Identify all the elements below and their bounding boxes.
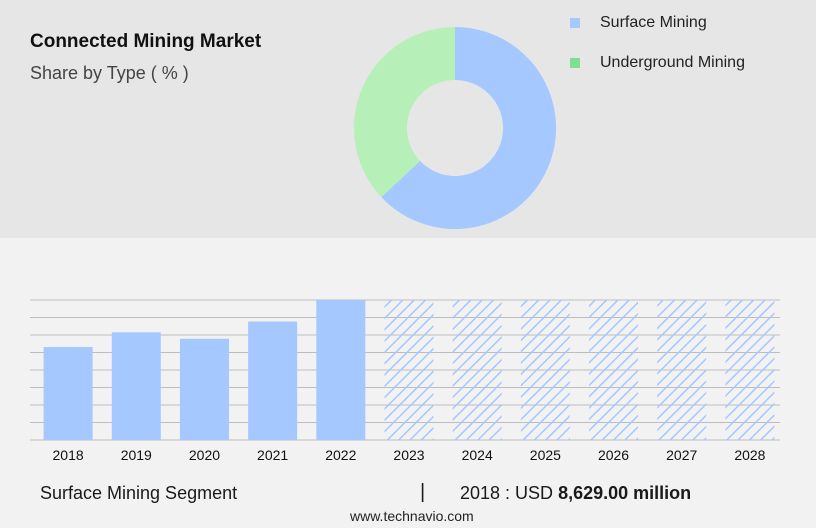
x-tick-label-2023: 2023 bbox=[393, 447, 424, 463]
segment-label: Surface Mining Segment bbox=[40, 483, 238, 503]
forecast-bar-2027 bbox=[657, 300, 707, 440]
donut-chart bbox=[354, 27, 556, 229]
segment-value-text: 2018 : USD 8,629.00 million bbox=[460, 483, 691, 504]
legend-swatch-surface bbox=[570, 18, 580, 28]
x-tick-label-2027: 2027 bbox=[666, 447, 697, 463]
x-tick-label-2026: 2026 bbox=[598, 447, 629, 463]
x-tick-label-2025: 2025 bbox=[530, 447, 561, 463]
segment-value: 8,629.00 million bbox=[558, 483, 692, 503]
x-tick-label-2021: 2021 bbox=[257, 447, 288, 463]
chart-title: Connected Mining Market bbox=[30, 31, 262, 52]
x-tick-label-2022: 2022 bbox=[325, 447, 356, 463]
bar-2019 bbox=[111, 332, 161, 440]
chart-subtitle: Share by Type ( % ) bbox=[30, 63, 189, 83]
x-tick-label-2024: 2024 bbox=[462, 447, 493, 463]
forecast-bar-2028 bbox=[725, 300, 775, 440]
forecast-bar-2024 bbox=[452, 300, 502, 440]
legend-item-underground: Underground Mining bbox=[570, 52, 745, 74]
legend-swatch-underground bbox=[570, 58, 580, 68]
x-tick-label-2028: 2028 bbox=[734, 447, 765, 463]
bar-2021 bbox=[248, 321, 298, 440]
bar-chart: 2018 2019 2020 2021 2022 2023 2024 2025 2026 2027… bbox=[30, 299, 780, 463]
footer-separator: | bbox=[420, 481, 426, 503]
x-tick-label-2020: 2020 bbox=[189, 447, 220, 463]
bar-2020 bbox=[179, 338, 229, 440]
bars bbox=[43, 300, 775, 440]
year-label: 2018 : USD bbox=[460, 483, 554, 503]
bar-2018 bbox=[43, 347, 93, 440]
x-axis-labels: 2018 2019 2020 2021 2022 2023 2024 2025 2026 2027… bbox=[53, 447, 766, 463]
x-tick-label-2018: 2018 bbox=[53, 447, 84, 463]
legend: Surface Mining Underground Mining bbox=[570, 12, 745, 92]
source-url: www.technavio.com bbox=[350, 508, 474, 524]
donut-slice-surface-mining bbox=[381, 27, 556, 229]
x-tick-label-2019: 2019 bbox=[121, 447, 152, 463]
donut-slice-underground-mining bbox=[354, 27, 455, 198]
legend-label-underground: Underground Mining bbox=[600, 54, 745, 71]
bar-2022 bbox=[316, 300, 366, 440]
forecast-bar-2023 bbox=[384, 300, 434, 440]
forecast-bar-2026 bbox=[589, 300, 639, 440]
legend-item-surface: Surface Mining bbox=[570, 12, 745, 34]
legend-label-surface: Surface Mining bbox=[600, 14, 707, 31]
forecast-bar-2025 bbox=[520, 300, 570, 440]
